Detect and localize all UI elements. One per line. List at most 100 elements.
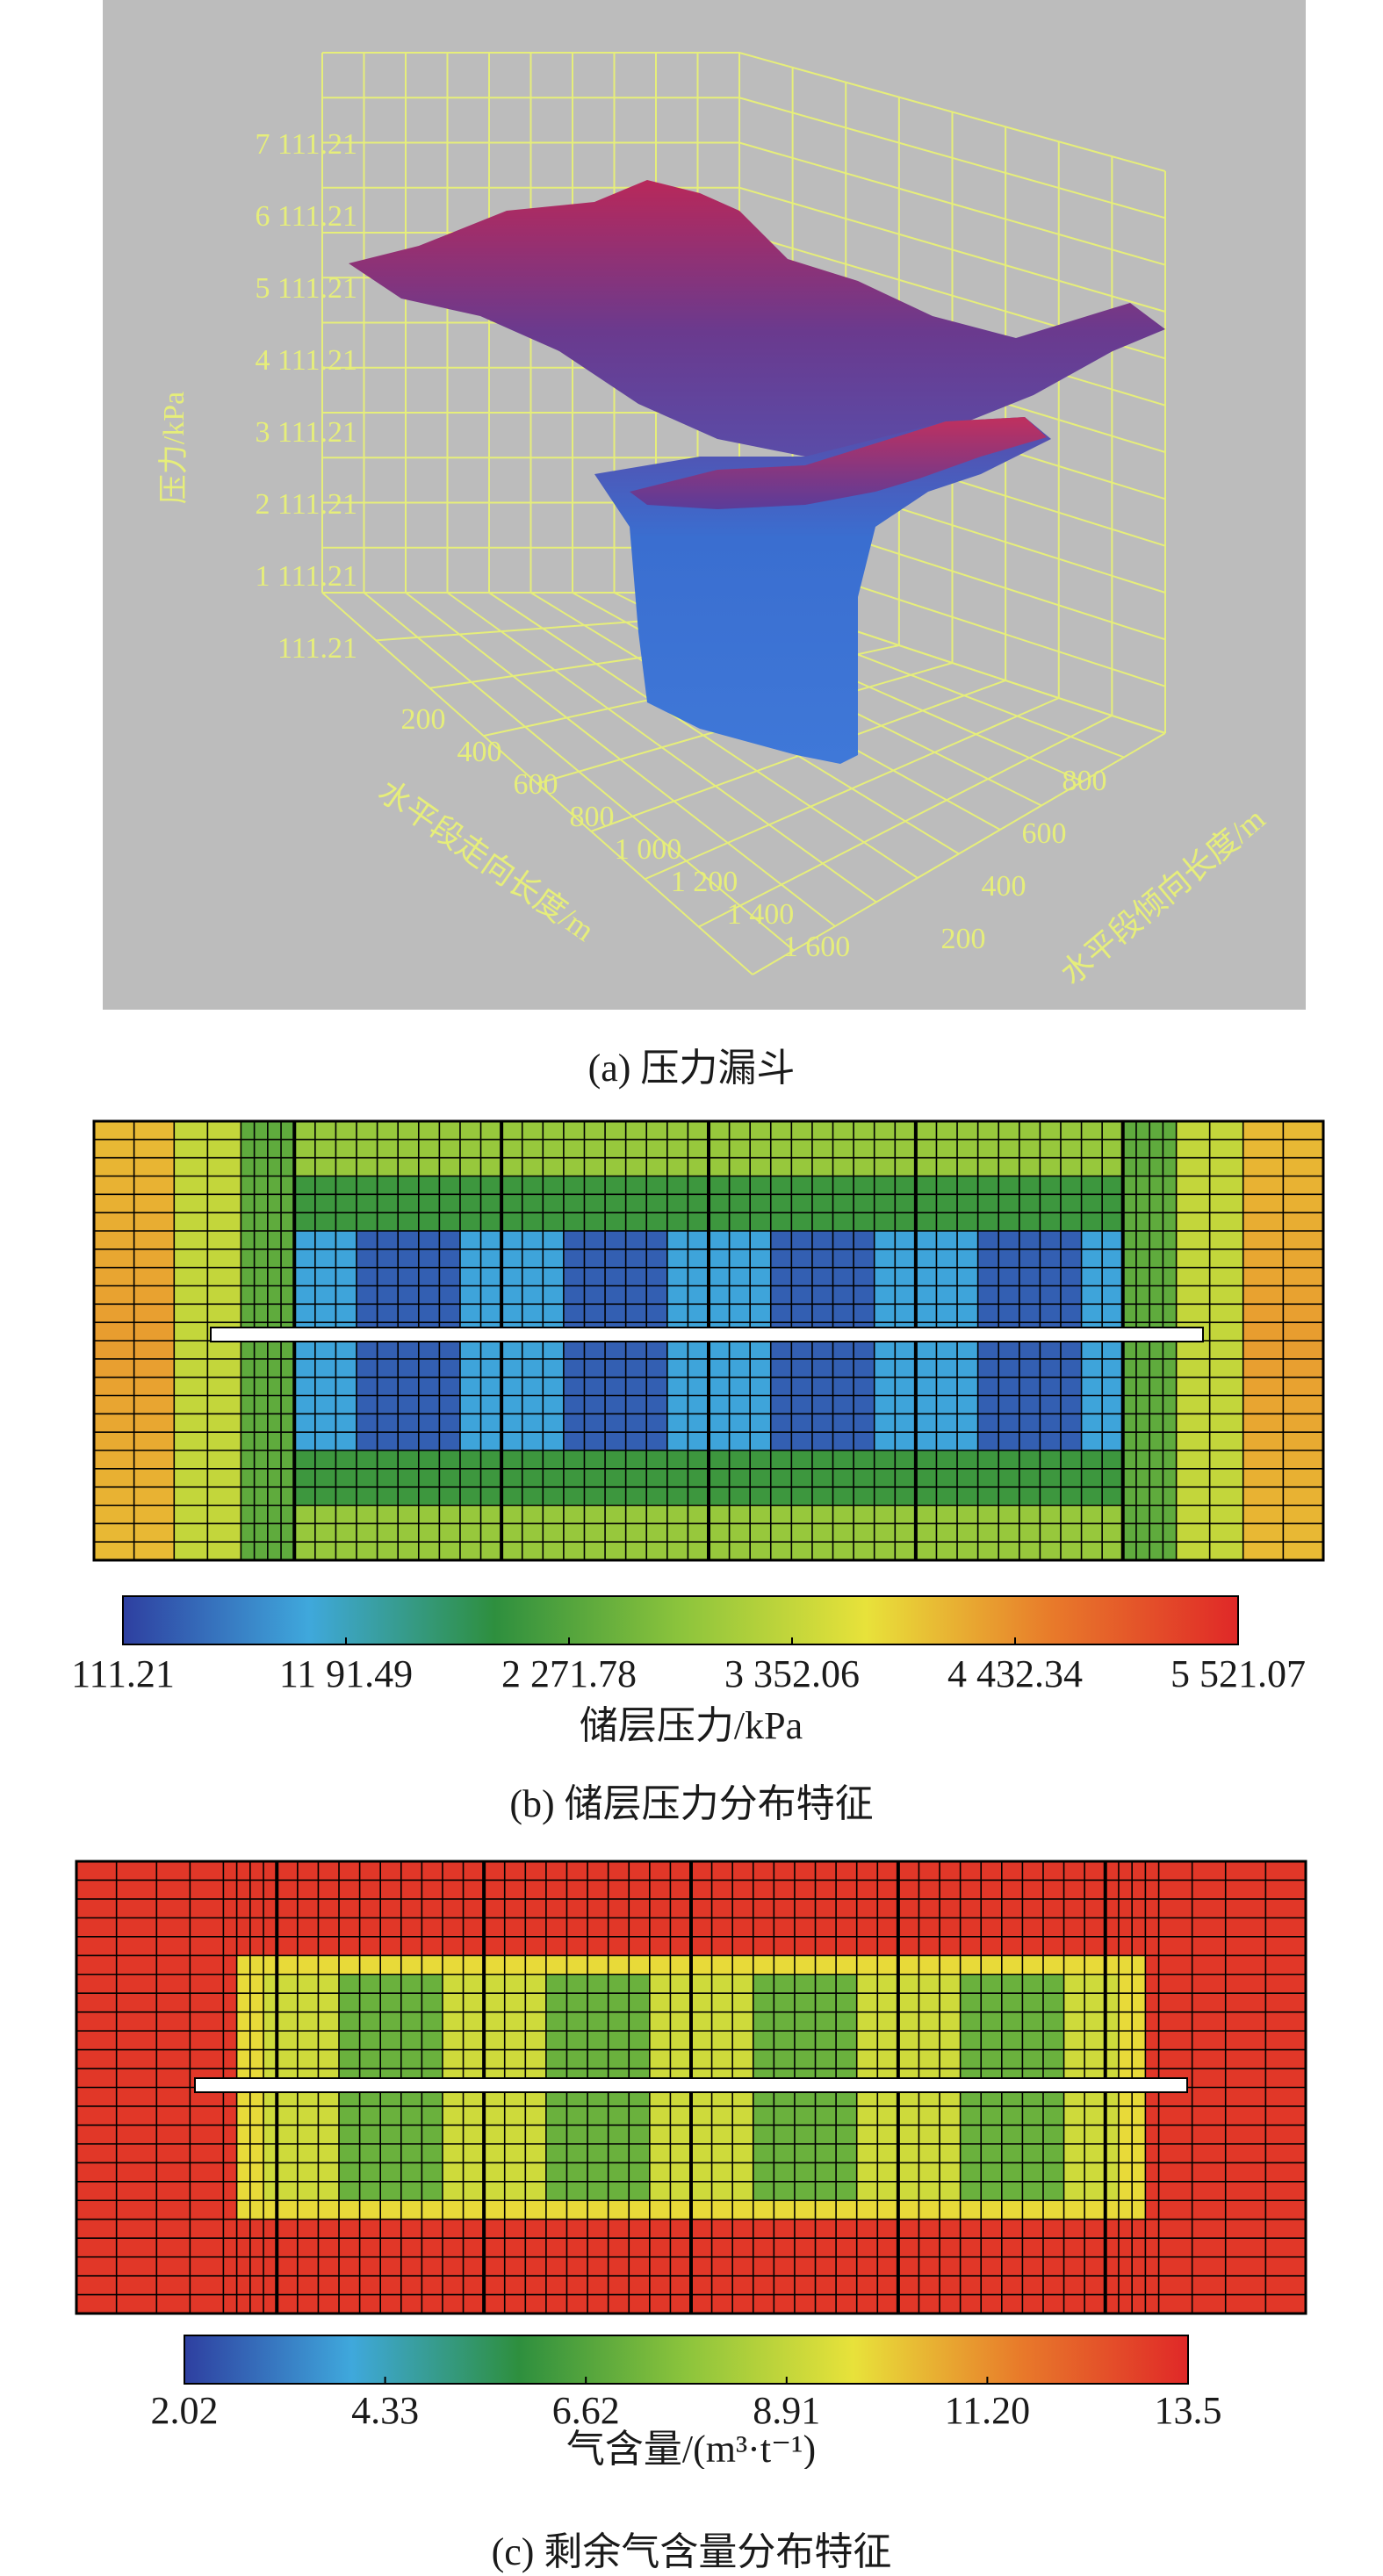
- x-tick-label: 1 400: [727, 898, 795, 931]
- heatmap-cell: [94, 1139, 135, 1159]
- heatmap-cell: [915, 1139, 938, 1159]
- heatmap-cell: [207, 1176, 241, 1195]
- heatmap-cell: [1225, 1936, 1266, 1956]
- heatmap-cell: [832, 1486, 854, 1507]
- heatmap-cell: [688, 1139, 710, 1159]
- heatmap-cell: [1081, 1121, 1103, 1140]
- heatmap-cell: [770, 1542, 792, 1561]
- heatmap-cell: [691, 2256, 713, 2277]
- heatmap-cell: [587, 2294, 609, 2314]
- heatmap-cell: [897, 2256, 920, 2277]
- heatmap-cell: [94, 1523, 135, 1543]
- heatmap-cell: [711, 1974, 733, 1994]
- heatmap-cell: [207, 1505, 241, 1524]
- heatmap-cell: [442, 2105, 465, 2126]
- heatmap-cell: [811, 1212, 834, 1232]
- heatmap-cell: [1132, 2031, 1146, 2051]
- heatmap-cell: [856, 2181, 878, 2201]
- heatmap-cell: [666, 1212, 689, 1232]
- heatmap-cell: [1118, 2256, 1133, 2277]
- heatmap-cell: [874, 1358, 896, 1378]
- heatmap-cell: [584, 1377, 606, 1397]
- heatmap-cell: [563, 1248, 586, 1269]
- heatmap-cell: [314, 1248, 337, 1269]
- heatmap-cell: [998, 1468, 1020, 1488]
- heatmap-cell: [646, 1176, 668, 1195]
- heatmap-cell: [584, 1395, 606, 1414]
- heatmap-cell: [400, 1918, 422, 1938]
- heatmap-cell: [335, 1395, 357, 1414]
- heatmap-cell: [359, 2162, 381, 2183]
- heatmap-cell: [1084, 1898, 1106, 1918]
- heatmap-cell: [836, 2011, 858, 2032]
- heatmap-cell: [998, 1194, 1020, 1213]
- heatmap-cell: [753, 2031, 774, 2051]
- heatmap-cell: [981, 1955, 1003, 1975]
- heatmap-cell: [1132, 1993, 1146, 2013]
- heatmap-cell: [543, 1395, 565, 1414]
- heatmap-cell: [998, 1395, 1020, 1414]
- heatmap-cell: [133, 1212, 175, 1232]
- heatmap-cell: [1022, 1936, 1044, 1956]
- heatmap-cell: [501, 1194, 523, 1213]
- heatmap-cell: [957, 1194, 979, 1213]
- heatmap-cell: [116, 1861, 157, 1882]
- heatmap-cell: [357, 1231, 378, 1250]
- heatmap-cell: [649, 1918, 672, 1938]
- heatmap-cell: [480, 1468, 502, 1488]
- heatmap-cell: [543, 1139, 565, 1159]
- heatmap-cell: [522, 1248, 544, 1269]
- heatmap-cell: [418, 1285, 440, 1305]
- heatmap-cell: [525, 2256, 547, 2277]
- heatmap-cell: [267, 1505, 282, 1524]
- heatmap-cell: [1105, 1993, 1120, 2013]
- surface-front-cap: [630, 417, 1047, 509]
- heatmap-cell: [1265, 2069, 1307, 2089]
- heatmap-cell: [297, 2219, 320, 2239]
- heatmap-cell: [854, 1121, 875, 1140]
- heatmap-cell: [1209, 1212, 1244, 1232]
- heatmap-cell: [236, 2105, 251, 2126]
- heatmap-cell: [1102, 1285, 1124, 1305]
- heatmap-cell: [646, 1395, 668, 1414]
- heatmap-cell: [116, 2276, 157, 2296]
- heatmap-cell: [815, 1898, 837, 1918]
- heatmap-cell: [791, 1468, 813, 1488]
- heatmap-cell: [459, 1505, 482, 1524]
- heatmap-cell: [750, 1267, 772, 1287]
- heatmap-cell: [811, 1523, 834, 1543]
- heatmap-cell: [895, 1176, 917, 1195]
- heatmap-cell: [463, 2143, 485, 2163]
- heatmap-cell: [1283, 1468, 1324, 1488]
- heatmap-cell: [439, 1248, 461, 1269]
- heatmap-cell: [522, 1523, 544, 1543]
- heatmap-cell: [960, 2143, 982, 2163]
- heatmap-cell: [709, 1523, 731, 1543]
- surface-back-sheet: [349, 180, 1165, 457]
- heatmap-cell: [670, 1861, 692, 1882]
- heatmap-cell: [484, 2181, 506, 2201]
- grid-line: [645, 697, 1060, 881]
- heatmap-cell: [729, 1486, 751, 1507]
- heatmap-cell: [936, 1212, 958, 1232]
- heatmap-cell: [794, 1918, 817, 1938]
- heatmap-cell: [794, 2125, 817, 2145]
- heatmap-cell: [174, 1468, 208, 1488]
- heatmap-cell: [750, 1450, 772, 1470]
- heatmap-cell: [339, 2294, 361, 2314]
- heatmap-cell: [977, 1542, 999, 1561]
- heatmap-cell: [463, 1861, 485, 1882]
- heatmap-cell: [335, 1267, 357, 1287]
- heatmap-cell: [207, 1414, 241, 1433]
- heatmap-cell: [1135, 1542, 1150, 1561]
- heatmap-cell: [1063, 2219, 1085, 2239]
- heatmap-cell: [116, 2031, 157, 2051]
- heatmap-cell: [811, 1121, 834, 1140]
- heatmap-cell: [207, 1231, 241, 1250]
- heatmap-cell: [525, 1936, 547, 1956]
- heatmap-cell: [1001, 2256, 1023, 2277]
- colorbar-tick-label: 11 91.49: [279, 1652, 413, 1695]
- heatmap-cell: [794, 1898, 817, 1918]
- heatmap-cell: [936, 1194, 958, 1213]
- heatmap-cell: [418, 1432, 440, 1451]
